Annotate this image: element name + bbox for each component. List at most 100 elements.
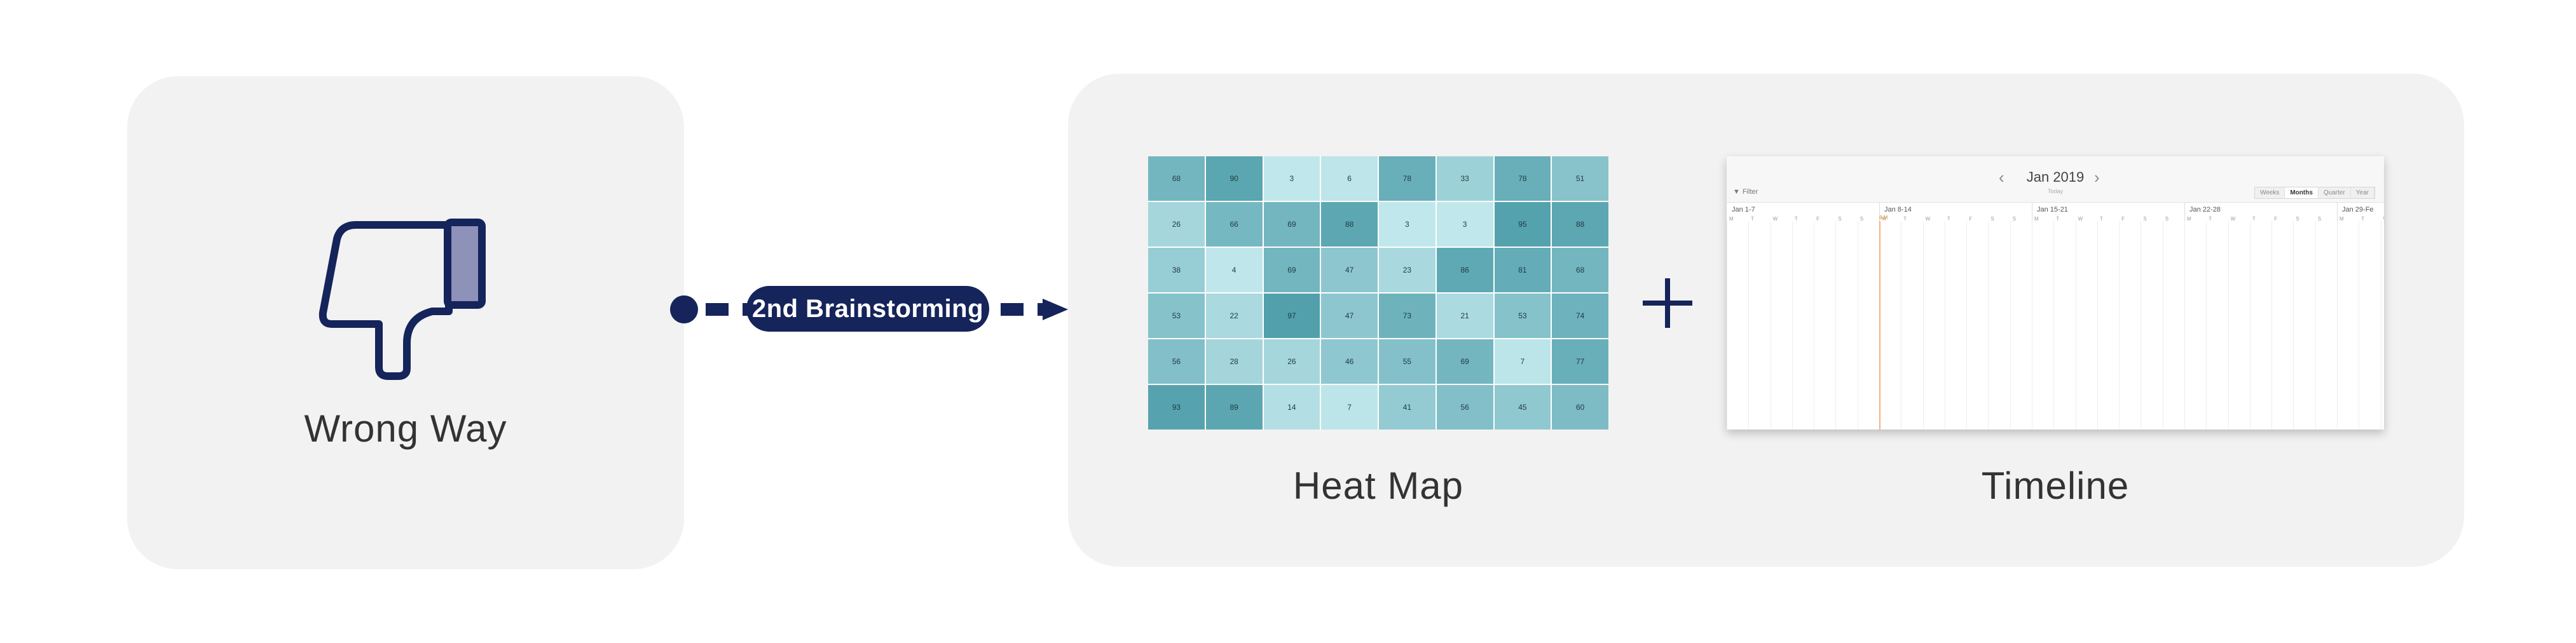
timeline-day-label: F	[2121, 216, 2125, 222]
timeline-week-label: Jan 1-7	[1732, 206, 1755, 213]
timeline-day-column	[2337, 221, 2338, 430]
heatmap-cell: 90	[1205, 156, 1263, 201]
timeline-day-label: S	[2317, 216, 2322, 222]
heatmap-thumbnail: 68 90 3 6 78 33 78 51 26 66 69 88 3 3 95 88 38 4 69 47 23 86 8…	[1148, 156, 1608, 430]
today-link[interactable]: Today	[2047, 188, 2064, 194]
heatmap-cell: 38	[1148, 248, 1205, 292]
heatmap-cell: 78	[1494, 156, 1551, 201]
timeline-day-column	[1966, 221, 1968, 430]
heatmap-cell: 53	[1148, 294, 1205, 338]
view-option-quarter[interactable]: Quarter	[2318, 187, 2351, 198]
timeline-filter[interactable]: ▼ Filter	[1733, 188, 1758, 196]
heatmap-cell: 41	[1379, 385, 1435, 430]
timeline-day-label: S	[2143, 216, 2147, 222]
timeline-day-column	[2010, 221, 2011, 430]
heatmap-cell: 66	[1205, 202, 1263, 247]
heatmap-cell: 47	[1321, 294, 1378, 338]
heatmap-cell: 33	[1436, 156, 1493, 201]
timeline-day-label: T	[1947, 216, 1950, 222]
timeline-today-marker: 8 M	[1879, 215, 1888, 220]
left-panel	[127, 76, 684, 569]
timeline-day-column	[1988, 221, 1989, 430]
heatmap-cell: 7	[1321, 385, 1378, 430]
heatmap-cell: 93	[1148, 385, 1205, 430]
heatmap-cell: 51	[1552, 156, 1608, 201]
timeline-day-column	[2184, 221, 2185, 430]
timeline-day-column	[2206, 221, 2207, 430]
heatmap-cell: 4	[1205, 248, 1263, 292]
timeline-view-switcher: Weeks Months Quarter Year	[2254, 187, 2375, 199]
timeline-day-column	[1748, 221, 1750, 430]
plus-icon	[1643, 278, 1692, 328]
timeline-day-label: F	[1969, 216, 1973, 222]
heatmap-cell: 60	[1552, 385, 1608, 430]
heatmap-cell: 69	[1436, 339, 1493, 384]
heatmap-cell: 3	[1436, 202, 1493, 247]
filter-label: Filter	[1742, 188, 1758, 196]
heatmap-cell: 3	[1379, 202, 1435, 247]
timeline-grid: Jan 1-7 M T W T F S S Jan 8-14 M T W T F S S Jan 15-21 M T…	[1727, 202, 2384, 430]
view-option-year[interactable]: Year	[2350, 187, 2374, 198]
heatmap-cell: 73	[1379, 294, 1435, 338]
timeline-day-label: T	[2099, 216, 2103, 222]
timeline-day-label: M	[2187, 216, 2191, 222]
heatmap-cell: 21	[1436, 294, 1493, 338]
timeline-day-column	[2119, 221, 2120, 430]
chevron-right-icon[interactable]: ›	[2094, 168, 2100, 187]
heatmap-cell: 55	[1379, 339, 1435, 384]
heatmap-cell: 26	[1263, 339, 1320, 384]
heatmap-cell: 6	[1321, 156, 1378, 201]
heatmap-cell: 56	[1436, 385, 1493, 430]
timeline-day-label: W	[2078, 216, 2083, 222]
heatmap-cell: 69	[1263, 248, 1320, 292]
timeline-day-label: T	[1903, 216, 1907, 222]
timeline-day-label: T	[2252, 216, 2256, 222]
timeline-day-label: T	[1794, 216, 1798, 222]
timeline-month: Jan 2019	[2026, 169, 2085, 185]
heatmap-cell: 74	[1552, 294, 1608, 338]
timeline-day-label: W	[2230, 216, 2236, 222]
thumbs-down-icon	[319, 219, 486, 380]
timeline-day-label: S	[2012, 216, 2017, 222]
timeline-week-label: Jan 15-21	[2037, 206, 2068, 213]
heatmap-cell: 14	[1263, 385, 1320, 430]
timeline-caption: Timeline	[1981, 464, 2130, 507]
timeline-day-column	[2249, 221, 2251, 430]
timeline-day-label: F	[1816, 216, 1820, 222]
chevron-left-icon[interactable]: ‹	[1999, 168, 2004, 187]
wrong-way-caption: Wrong Way	[304, 407, 507, 450]
timeline-today-line	[1879, 221, 1881, 430]
timeline-day-label: T	[2056, 216, 2060, 222]
timeline-day-column	[1835, 221, 1837, 430]
heatmap-cell: 47	[1321, 248, 1378, 292]
heatmap-cell: 97	[1263, 294, 1320, 338]
timeline-day-column	[2271, 221, 2273, 430]
heatmap-cell: 69	[1263, 202, 1320, 247]
timeline-day-label: M	[2340, 216, 2344, 222]
heatmap-cell: 68	[1552, 248, 1608, 292]
heatmap-cell: 86	[1436, 248, 1493, 292]
heatmap-cell: 81	[1494, 248, 1551, 292]
heatmap-cell: 68	[1148, 156, 1205, 201]
timeline-day-column	[1792, 221, 1793, 430]
timeline-day-label: S	[1860, 216, 1864, 222]
view-option-months[interactable]: Months	[2285, 187, 2319, 198]
timeline-week-label: Jan 29-Fe	[2342, 206, 2374, 213]
heatmap-cell: 88	[1321, 202, 1378, 247]
timeline-day-column	[2097, 221, 2098, 430]
heatmap-cell: 53	[1494, 294, 1551, 338]
timeline-day-label: W	[1772, 216, 1778, 222]
view-option-weeks[interactable]: Weeks	[2254, 187, 2285, 198]
heat-map-caption: Heat Map	[1292, 464, 1464, 507]
timeline-day-label: M	[2034, 216, 2039, 222]
timeline-day-column	[1922, 221, 1924, 430]
timeline-day-column	[2315, 221, 2316, 430]
heatmap-cell: 95	[1494, 202, 1551, 247]
heatmap-cell: 23	[1379, 248, 1435, 292]
heatmap-cell: 77	[1552, 339, 1608, 384]
timeline-day-label: S	[1838, 216, 1842, 222]
timeline-day-label: T	[2361, 216, 2365, 222]
heatmap-cell: 26	[1148, 202, 1205, 247]
heatmap-cell: 89	[1205, 385, 1263, 430]
timeline-day-label: M	[1729, 216, 1734, 222]
